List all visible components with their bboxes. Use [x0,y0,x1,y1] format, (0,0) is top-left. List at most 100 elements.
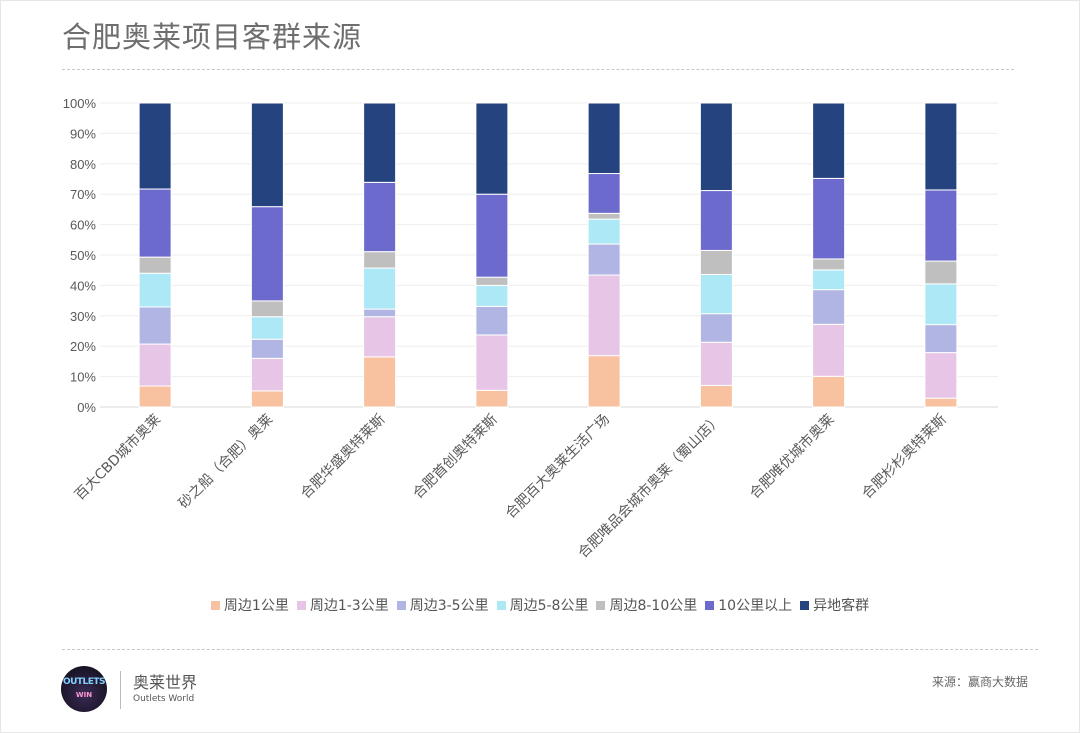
y-tick-label: 30% [70,309,96,324]
legend-swatch [496,600,506,610]
bar-segment [924,352,958,399]
page-title: 合肥奥莱项目客群来源 [62,20,363,54]
bar-segment [138,256,172,274]
bar-segment [250,300,284,318]
bar-segment [138,306,172,345]
bar-segment [475,102,509,195]
bar-segment [924,102,958,191]
y-tick-label: 90% [70,126,96,141]
bar-segment [587,173,621,214]
bar-segment [363,316,397,358]
chart-legend: 周边1公里 周边1-3公里 周边3-5公里 周边5-8公里 周边8-10公里 10公里以上… [0,595,1080,615]
bar-segment [587,274,621,357]
legend-item: 周边5-8公里 [496,595,589,615]
bar-segment [812,375,846,408]
bar-segment [138,272,172,308]
bar-segment [363,267,397,310]
bar-segment [812,102,846,179]
source-note: 来源：赢商大数据 [931,675,1028,689]
bar-segment [138,102,172,190]
legend-label: 周边8-10公里 [609,598,698,614]
bar-segment [363,356,397,408]
legend-item: 周边1-3公里 [296,595,389,615]
bar-segment [924,324,958,354]
bar-segment [924,283,958,326]
y-tick-label: 20% [70,339,96,354]
bar-segment [138,188,172,258]
legend-swatch [800,600,810,610]
logo-word: OUTLETS [62,677,106,687]
x-tick-label: 合肥杉杉奥特莱斯 [858,411,949,502]
y-tick-label: 100% [63,96,97,111]
bar-segment [250,206,284,302]
stacked-bar-chart: 0% 10% 20% 30% 40% 50% 60% 70% 80% 90% 100% 百大CBD城市… [63,96,998,561]
bar-segment [699,341,733,386]
bar-segment [250,102,284,208]
divider [62,649,1038,650]
brand-name: 奥莱世界 [133,673,198,692]
x-tick-label: 合肥唯优城市奥莱 [746,411,837,502]
x-tick-label: 百大CBD城市奥莱 [71,411,164,504]
legend-item: 周边3-5公里 [396,595,489,615]
bar-segment [250,316,284,340]
x-tick-label: 合肥首创奥特莱斯 [409,411,500,502]
bar-segment [475,193,509,278]
bar-segment [812,323,846,377]
outlets-world-logo: OUTLETS WIN [61,666,107,712]
legend-swatch [705,600,715,610]
bar-segment [475,284,509,307]
legend-item: 10公里以上 [705,595,792,615]
legend-label: 周边1公里 [223,598,289,614]
legend-item: 周边1公里 [210,595,289,615]
bar-segment [475,334,509,391]
bar-segment [699,249,733,275]
y-tick-label: 50% [70,248,96,263]
bar-segment [587,218,621,245]
divider [62,69,1014,70]
bar-segment [250,390,284,408]
y-tick-label: 80% [70,157,96,172]
y-tick-label: 0% [77,400,96,415]
x-tick-label: 合肥百大奥莱生活广场 [502,411,613,522]
bar-segment [587,355,621,408]
bar-segment [812,289,846,325]
logo-word: WIN [75,691,93,699]
x-tick-label: 合肥华盛奥特莱斯 [297,411,388,502]
legend-swatch [396,600,406,610]
bar-segment [250,357,284,392]
bar-segment [812,177,846,260]
bar-segment [587,243,621,276]
legend-swatch [296,600,306,610]
y-tick-label: 70% [70,187,96,202]
bar-segment [924,189,958,262]
bar-segment [699,273,733,315]
legend-label: 异地客群 [813,598,870,614]
bar-segment [475,389,509,408]
bar-segment [363,308,397,318]
x-tick-label: 砂之船（合肥）奥莱 [175,411,276,512]
bar-segment [924,397,958,408]
bar-segment [363,251,397,269]
legend-label: 周边5-8公里 [509,598,589,614]
legend-label: 周边3-5公里 [409,598,489,614]
bar-segment [363,181,397,253]
bar-segment [138,385,172,408]
bar-segment [475,305,509,336]
y-tick-label: 60% [70,218,96,233]
legend-item: 异地客群 [800,595,869,615]
bar-segment [475,276,509,286]
bar-segment [699,384,733,408]
bar-segment [699,190,733,251]
divider [120,671,121,709]
bar-segment [812,269,846,291]
legend-label: 10公里以上 [718,598,793,614]
y-tick-label: 40% [70,278,96,293]
brand-name-en: Outlets World [133,694,195,704]
bar-segment [699,102,733,192]
bar-segment [363,102,397,183]
bar-segment [924,260,958,285]
bar-segment [138,343,172,387]
legend-label: 周边1-3公里 [309,598,389,614]
bar-segment [250,338,284,359]
bar-segment [587,102,621,175]
